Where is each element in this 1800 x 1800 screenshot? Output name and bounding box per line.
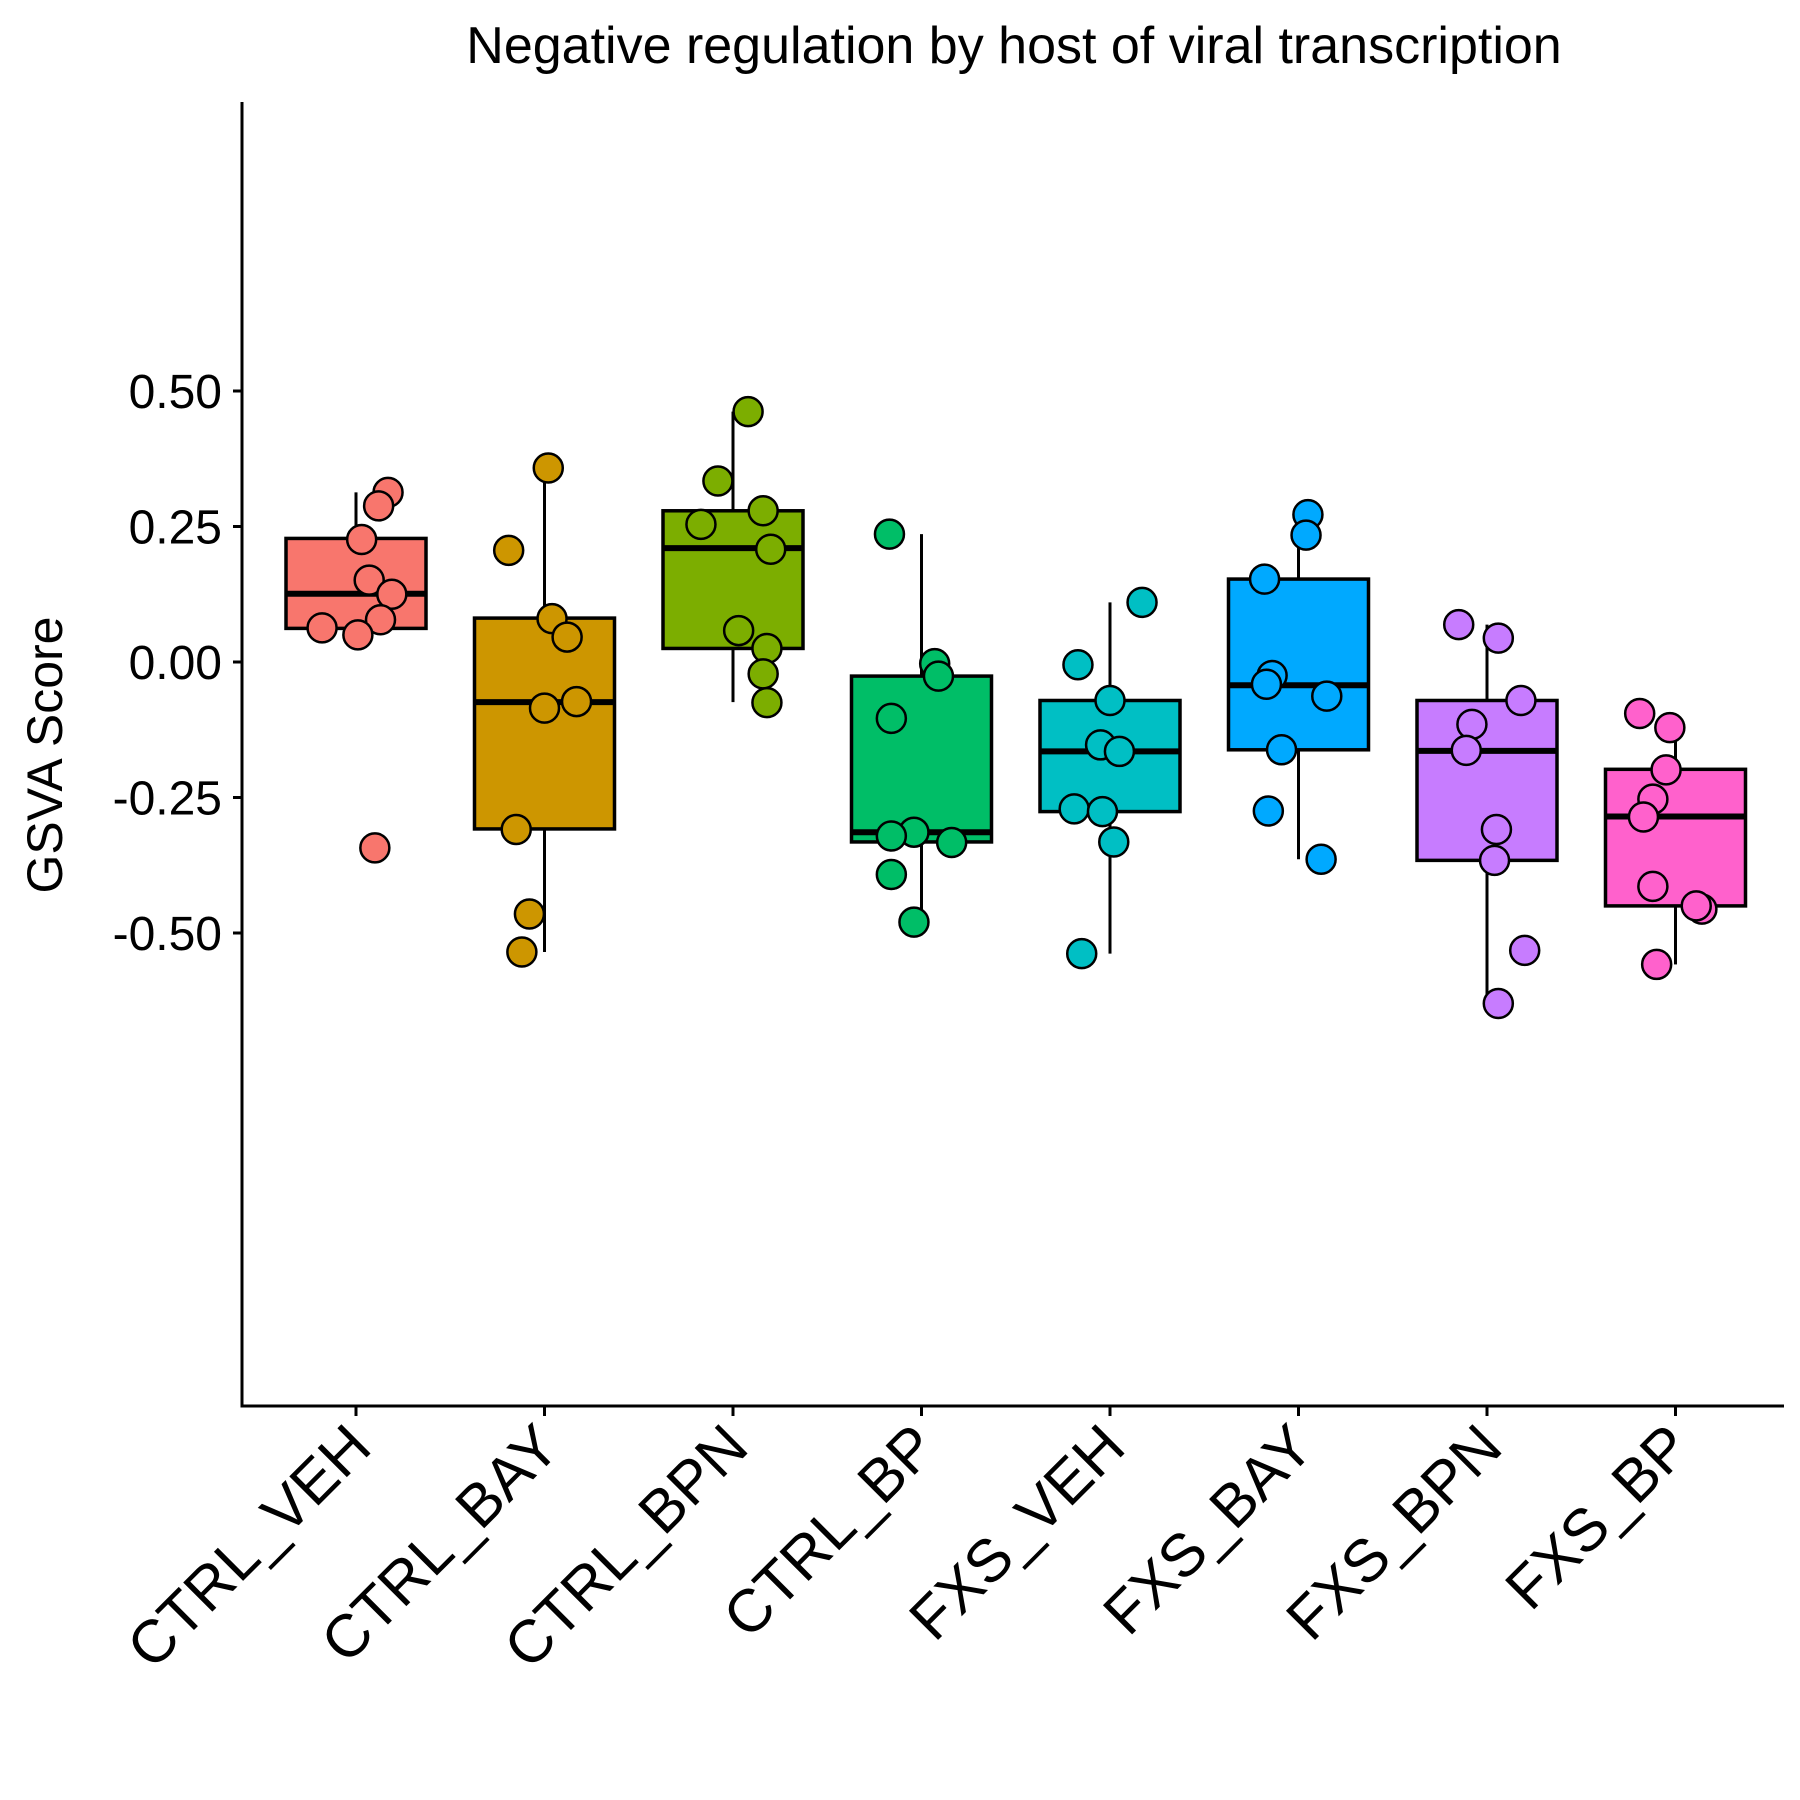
data-point (1086, 795, 1119, 828)
data-point (1126, 586, 1158, 619)
data-point (1062, 648, 1094, 681)
data-point (1478, 844, 1511, 877)
data-point (1442, 608, 1475, 641)
data-point (1265, 734, 1298, 766)
x-ticks: CTRL_VEHCTRL_BAYCTRL_BPNCTRL_BPFXS_VEHFX… (114, 1406, 1703, 1681)
box-ctrl-veh (284, 492, 428, 635)
box-fxs-veh (1038, 602, 1182, 954)
data-point (702, 465, 734, 497)
data-point (1098, 826, 1130, 858)
data-point (685, 508, 717, 541)
data-point (492, 534, 525, 567)
data-point (922, 660, 955, 692)
data-point (747, 658, 779, 690)
data-point (1480, 813, 1513, 846)
data-point (1305, 843, 1337, 876)
data-point (1623, 697, 1656, 730)
data-point (1250, 668, 1283, 700)
data-point (1482, 987, 1515, 1020)
data-point (359, 832, 391, 864)
data-point (875, 858, 908, 891)
data-point (1252, 795, 1285, 827)
data-point (1650, 754, 1682, 786)
data-point (875, 820, 908, 852)
data-point (722, 614, 755, 647)
box-fxs-bay (1226, 514, 1371, 860)
data-point (732, 395, 764, 428)
x-tick-label: FXS_BP (1493, 1412, 1703, 1622)
y-ticks: 0.50 0.25 0.00 -0.25 -0.50 (113, 366, 242, 961)
data-point (1290, 519, 1322, 551)
data-point (364, 603, 397, 636)
data-point (306, 612, 338, 644)
y-tick-label: -0.50 (113, 908, 222, 961)
y-tick-label: 0.00 (129, 637, 222, 690)
points-ctrl-veh (306, 476, 408, 864)
data-point (342, 619, 374, 651)
data-point (935, 826, 968, 859)
data-point (1627, 801, 1660, 833)
points-ctrl-bpn (685, 395, 787, 719)
data-point (1311, 680, 1343, 712)
data-point (1065, 937, 1098, 970)
data-point (754, 533, 787, 566)
box-fxs-bp (1603, 713, 1748, 965)
boxes-layer (284, 411, 1748, 1004)
data-point (1248, 563, 1281, 595)
data-point (1505, 684, 1537, 717)
data-point (513, 898, 546, 930)
points-layer (306, 395, 1718, 1020)
data-point (500, 813, 532, 846)
y-tick-label: -0.25 (113, 773, 222, 826)
data-point (1456, 708, 1488, 741)
data-point (362, 490, 395, 522)
data-point (376, 578, 408, 610)
points-ctrl-bp (873, 518, 968, 938)
data-point (747, 495, 779, 527)
points-fxs-veh (1058, 586, 1158, 970)
data-point (1654, 711, 1686, 744)
box-body (849, 674, 994, 844)
data-point (1103, 735, 1136, 768)
data-point (1637, 870, 1669, 903)
points-fxs-bay (1248, 498, 1343, 876)
data-point (898, 906, 930, 938)
box-body (1226, 577, 1371, 752)
data-point (1094, 684, 1126, 717)
y-tick-label: 0.25 (129, 502, 222, 555)
y-axis-title: GSVA Score (17, 617, 73, 894)
data-point (751, 632, 783, 665)
data-point (873, 518, 906, 550)
data-point (528, 692, 561, 724)
points-fxs-bp (1623, 697, 1718, 981)
data-point (532, 452, 565, 484)
data-point (1680, 890, 1712, 922)
y-tick-label: 0.50 (129, 366, 222, 419)
data-point (875, 702, 908, 735)
chart-title: Negative regulation by host of viral tra… (466, 17, 1561, 75)
data-point (1482, 622, 1515, 654)
data-point (560, 685, 593, 718)
data-point (751, 686, 783, 719)
data-point (1450, 734, 1483, 767)
data-point (1058, 793, 1090, 825)
box-ctrl-bp (849, 534, 994, 923)
points-fxs-bpn (1442, 608, 1541, 1020)
data-point (506, 936, 538, 968)
data-point (1640, 948, 1673, 981)
data-point (551, 621, 583, 653)
points-ctrl-bay (492, 452, 593, 968)
data-point (345, 523, 378, 556)
data-point (1508, 934, 1541, 967)
data-point (353, 564, 385, 596)
box-ctrl-bay (472, 467, 617, 952)
box-body (1603, 767, 1748, 908)
